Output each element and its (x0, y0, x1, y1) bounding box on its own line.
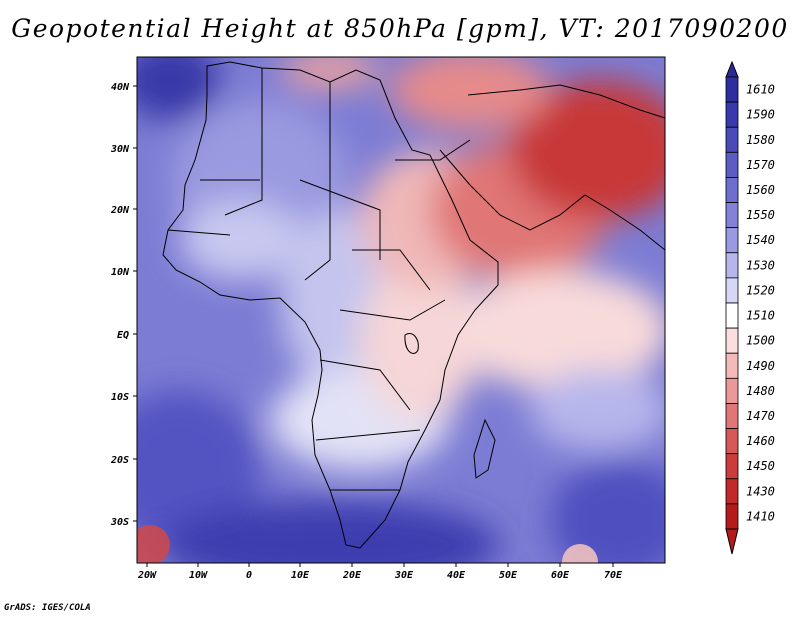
colorbar-label: 1560 (746, 183, 775, 197)
colorbar-label: 1460 (746, 434, 775, 448)
colorbar-label: 1590 (746, 108, 775, 122)
colorbar-label: 1470 (746, 409, 775, 423)
colorbar-top-arrow (725, 60, 739, 78)
colorbar-swatch (725, 277, 739, 304)
colorbar-swatch (725, 478, 739, 505)
lat-tick-label: EQ (117, 330, 129, 341)
lon-tick-label: 10E (291, 570, 310, 581)
colorbar-label: 1530 (746, 258, 775, 272)
lon-tick-label: 20W (137, 570, 157, 581)
lon-tick-label: 30E (394, 570, 414, 581)
colorbar-label: 1500 (746, 334, 775, 348)
lon-tick-label: 10W (189, 570, 208, 581)
lon-tick-label: 50E (499, 570, 518, 581)
colorbar-swatch (725, 302, 739, 329)
colorbar-swatch (725, 352, 739, 379)
colorbar-swatch (725, 101, 739, 128)
colorbar-swatch (725, 177, 739, 203)
colorbar-swatch (725, 76, 739, 103)
colorbar-label: 1510 (746, 309, 775, 323)
lon-tick-label: 40E (447, 570, 466, 581)
colorbar-label: 1550 (746, 208, 775, 222)
lat-tick-label: 20S (110, 455, 129, 466)
map-frame (136, 56, 666, 564)
colorbar-label: 1490 (746, 359, 775, 373)
colorbar-label: 1610 (746, 83, 775, 97)
colorbar: 1610 1590 1580 1570 1560 1550 1540 1530 1520 1510… (725, 60, 775, 555)
colorbar-label: 1580 (746, 133, 775, 147)
lat-tick-label: 30S (110, 517, 129, 528)
colorbar-label: 1430 (746, 484, 775, 498)
colorbar-swatch (725, 403, 739, 429)
colorbar-swatch (725, 377, 739, 404)
lat-axis: 40N 30N 20N 10N EQ 10S 20S 30S (110, 82, 137, 528)
colorbar-swatch (725, 151, 739, 178)
lat-tick-label: 20N (110, 205, 130, 216)
colorbar-bottom-arrow (725, 528, 739, 555)
colorbar-label: 1520 (746, 283, 775, 297)
lon-tick-label: 20E (342, 570, 362, 581)
lat-tick-label: 30N (110, 144, 130, 155)
colorbar-swatch (725, 126, 739, 153)
lon-tick-label: 0 (246, 570, 252, 581)
footer-credit: GrADS: IGES/COLA (4, 603, 91, 613)
colorbar-swatch (725, 503, 739, 530)
lat-tick-label: 10S (111, 392, 129, 403)
colorbar-label: 1480 (746, 384, 775, 398)
lon-tick-label: 60E (551, 570, 570, 581)
lat-tick-label: 10N (111, 267, 130, 278)
colorbar-label: 1570 (746, 158, 775, 172)
height-field (137, 57, 665, 563)
colorbar-label: 1450 (746, 459, 775, 473)
coastlines (162, 61, 665, 549)
map-title: Geopotential Height at 850hPa [gpm], VT:… (11, 14, 789, 43)
colorbar-swatch (725, 428, 739, 455)
colorbar-label: 1410 (746, 509, 775, 523)
lon-axis: 20W 10W 0 10E 20E 30E 40E 50E 60E 70E (137, 563, 623, 581)
colorbar-swatch (725, 453, 739, 480)
colorbar-swatch (725, 252, 739, 279)
colorbar-swatch (725, 227, 739, 254)
colorbar-label: 1540 (746, 233, 775, 247)
colorbar-swatch (725, 327, 739, 354)
lat-tick-label: 40N (111, 82, 130, 93)
lon-tick-label: 70E (604, 570, 623, 581)
colorbar-swatch (725, 202, 739, 229)
